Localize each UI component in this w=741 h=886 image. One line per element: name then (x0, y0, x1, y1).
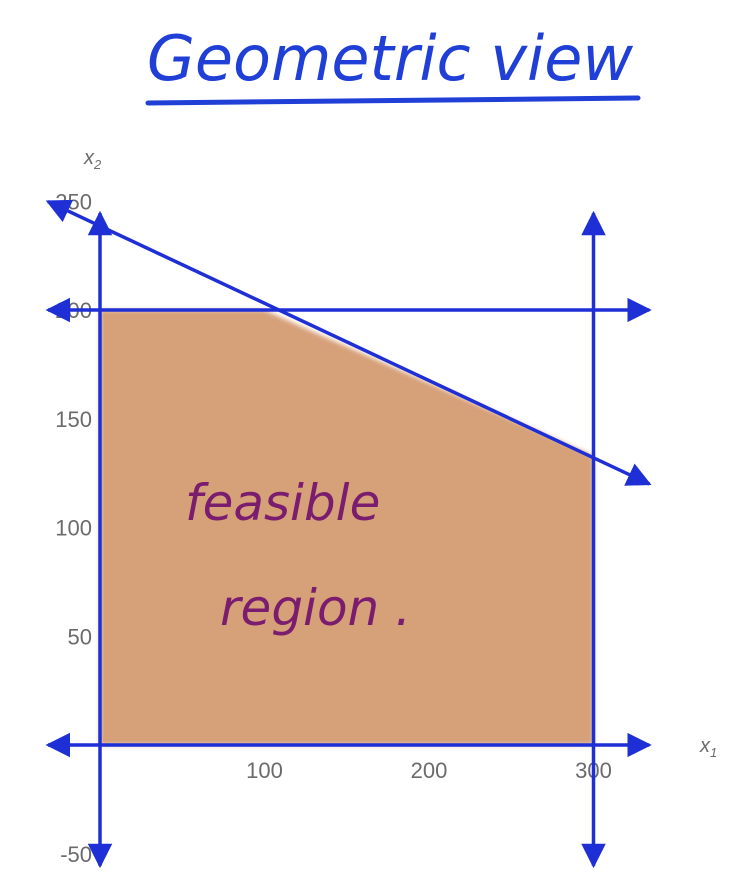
constraint-lines (45, 199, 652, 869)
constraint-line-slanted (45, 199, 652, 486)
title-group: Geometric view (145, 22, 641, 106)
y-tick-label: 100 (55, 516, 92, 541)
y-tick-label: 150 (55, 407, 92, 432)
annotation-line-1: feasible (185, 474, 380, 532)
title-underline (145, 95, 641, 106)
y-tick-label: 50 (68, 624, 92, 649)
y-tick-label: 250 (55, 189, 92, 214)
feasible-region-annotation: feasible region . (185, 474, 411, 637)
chart-title: Geometric view (147, 22, 634, 95)
x-tick-label: 100 (246, 758, 283, 783)
y-tick-label: -50 (60, 842, 92, 867)
x-tick-label: 200 (411, 758, 448, 783)
y-axis-label: x2 (83, 147, 102, 172)
x-axis-label: x1 (699, 735, 717, 760)
annotation-line-2: region . (220, 579, 411, 637)
